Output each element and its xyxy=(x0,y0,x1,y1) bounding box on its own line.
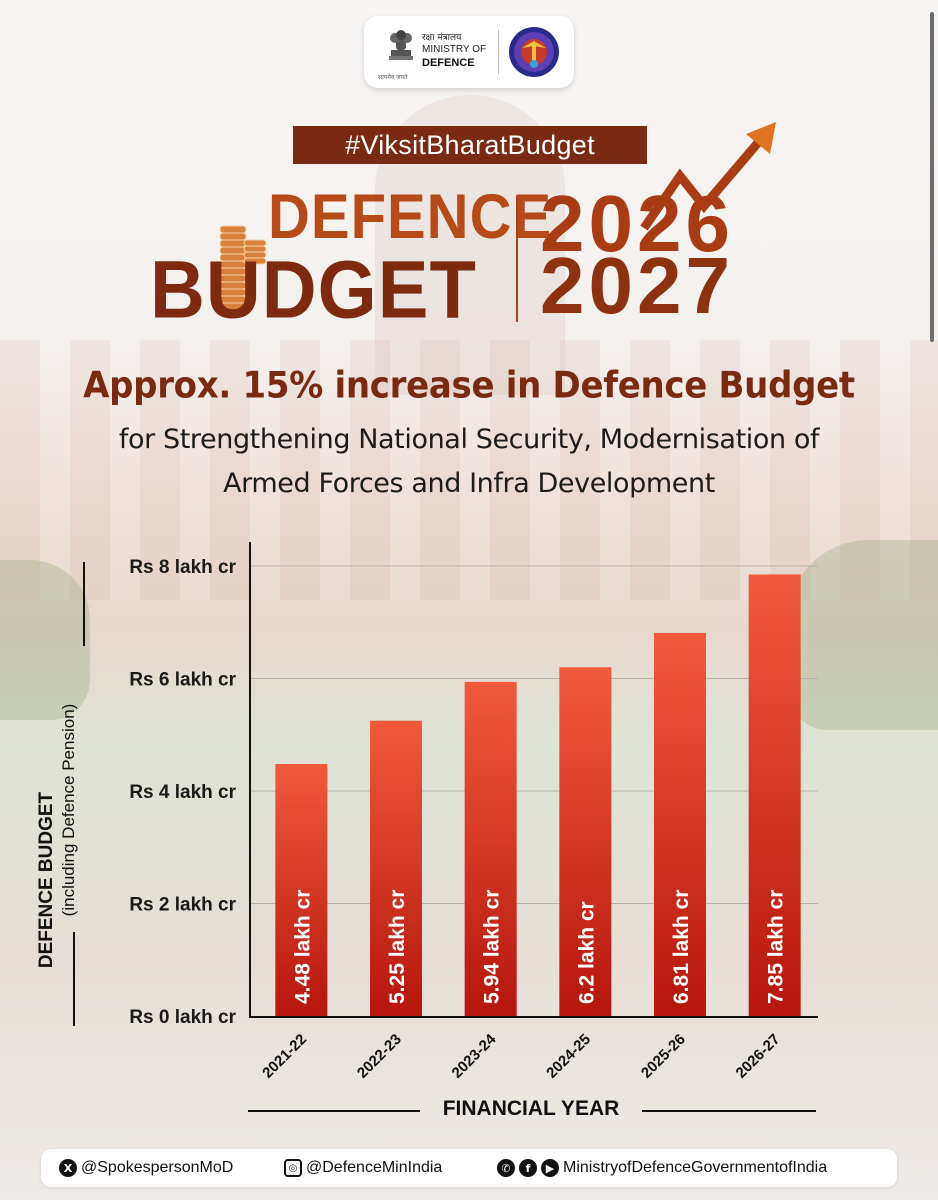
scrollbar[interactable] xyxy=(930,12,934,342)
y-axis-subtitle: (including Defence Pension) xyxy=(59,704,78,917)
x-tick-label: 2024-25 xyxy=(543,1031,594,1082)
facebook-icon: f xyxy=(519,1159,537,1177)
building-facade xyxy=(0,340,938,600)
bar xyxy=(370,720,422,1016)
logo-divider xyxy=(498,30,499,74)
x-axis-title-rule-left xyxy=(248,1110,420,1112)
bar xyxy=(559,667,612,1016)
title-word-budget: BUDGET xyxy=(150,243,477,336)
emblem-motto: सत्यमेव जयते xyxy=(378,74,408,81)
trees-left xyxy=(0,560,90,720)
footer-x-handle[interactable]: X @SpokespersonMoD xyxy=(59,1149,233,1187)
y-tick-label: Rs 4 lakh cr xyxy=(129,782,236,803)
footer-multi-handle[interactable]: ✆ f ▶ MinistryofDefenceGovernmentofIndia xyxy=(497,1149,827,1187)
title-year-line2: 2027 xyxy=(540,241,734,330)
footer-instagram-handle[interactable]: ◎ @DefenceMinIndia xyxy=(284,1149,442,1187)
ministry-hindi-label: रक्षा मंत्रालय xyxy=(422,33,462,43)
national-emblem-icon xyxy=(389,30,413,60)
bar-data-label: 6.81 lakh cr xyxy=(670,890,693,1004)
bar-data-label: 7.85 lakh cr xyxy=(765,890,788,1004)
youtube-icon: ▶ xyxy=(541,1159,559,1177)
hashtag-banner: #ViksitBharatBudget xyxy=(293,126,647,164)
subheadline-line2: Armed Forces and Infra Development xyxy=(223,468,715,499)
ministry-logo-header: सत्यमेव जयते रक्षा मंत्रालय MINISTRY OF … xyxy=(364,16,574,88)
instagram-icon: ◎ xyxy=(284,1159,302,1177)
ministry-label-line1: MINISTRY OF xyxy=(422,44,487,55)
x-tick-label: 2022-23 xyxy=(354,1031,405,1082)
multi-handle-text: MinistryofDefenceGovernmentofIndia xyxy=(563,1159,828,1176)
social-footer: X @SpokespersonMoD ◎ @DefenceMinIndia ✆ … xyxy=(41,1149,897,1187)
ministry-label-line2: DEFENCE xyxy=(422,57,475,69)
tri-services-seal-icon xyxy=(509,27,559,77)
growth-arrow-icon xyxy=(640,122,776,231)
x-twitter-icon: X xyxy=(59,1159,77,1177)
y-axis-title-group: DEFENCE BUDGET (including Defence Pensio… xyxy=(36,562,85,1026)
bar-data-label: 5.25 lakh cr xyxy=(386,890,409,1004)
headline: Approx. 15% increase in Defence Budget xyxy=(83,364,855,408)
bar-data-label: 5.94 lakh cr xyxy=(481,890,504,1004)
bar-data-label: 4.48 lakh cr xyxy=(291,890,314,1004)
bar xyxy=(464,681,517,1016)
title-divider xyxy=(516,196,518,322)
x-axis-title: FINANCIAL YEAR xyxy=(442,1097,620,1120)
whatsapp-icon: ✆ xyxy=(497,1159,515,1177)
money-bag-coins-icon xyxy=(219,225,267,311)
bar-data-label: 6.2 lakh cr xyxy=(575,901,598,1004)
trees-right xyxy=(788,540,938,730)
x-axis-title-rule-right xyxy=(642,1110,816,1112)
bar xyxy=(275,764,328,1016)
y-tick-label: Rs 0 lakh cr xyxy=(129,1007,236,1028)
y-axis-title: DEFENCE BUDGET xyxy=(36,791,57,968)
y-tick-label: Rs 2 lakh cr xyxy=(129,895,236,916)
x-tick-label: 2023-24 xyxy=(449,1030,500,1081)
bar xyxy=(748,574,801,1016)
y-tick-label: Rs 6 lakh cr xyxy=(129,670,236,691)
x-tick-label: 2026-27 xyxy=(733,1031,784,1082)
x-handle-text: @SpokespersonMoD xyxy=(81,1159,234,1176)
instagram-handle-text: @DefenceMinIndia xyxy=(306,1159,443,1176)
y-tick-label: Rs 8 lakh cr xyxy=(129,557,236,578)
x-tick-label: 2025-26 xyxy=(638,1031,689,1082)
subheadline-line1: for Strengthening National Security, Mod… xyxy=(118,424,820,455)
bar xyxy=(654,632,706,1016)
x-tick-label: 2021-22 xyxy=(259,1031,310,1082)
